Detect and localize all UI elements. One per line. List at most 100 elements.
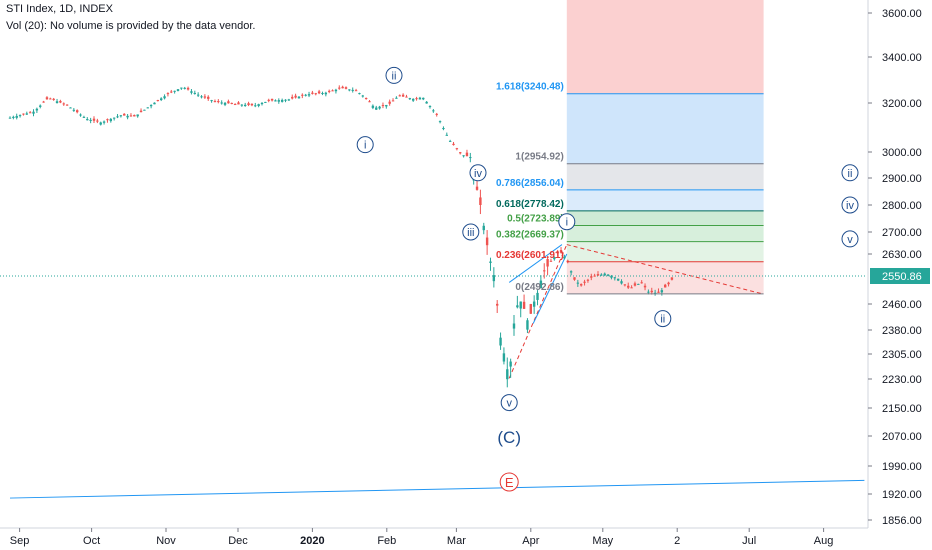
time-tick-label: May [592, 535, 613, 547]
candle-body [657, 291, 660, 293]
candle-body [569, 271, 573, 273]
candle-body [32, 111, 35, 114]
candle-body [482, 225, 485, 231]
candle-body [163, 96, 166, 99]
wave-label-text: iii [467, 227, 474, 239]
candle-body [52, 98, 55, 100]
candle-body [388, 101, 391, 104]
candle-body [667, 282, 670, 285]
wave-label: v [841, 230, 859, 248]
candle-body [459, 152, 462, 154]
fib-label: 1.618(3240.48) [496, 82, 564, 93]
candle-body [395, 97, 398, 99]
fib-label: 0(2492.86) [515, 282, 563, 293]
candle-body [553, 257, 556, 260]
fib-zone [566, 261, 764, 294]
candle-body [297, 96, 301, 99]
time-tick-label: Jul [742, 535, 756, 547]
candle-body [328, 90, 331, 92]
candle-body [42, 101, 45, 103]
wave-label-circle [385, 66, 403, 84]
fib-label: 0.786(2856.04) [496, 178, 564, 189]
candle-body [196, 94, 200, 96]
wave-label: ii [841, 164, 859, 182]
candle-body [475, 186, 479, 190]
candle-body [76, 110, 79, 113]
candle-body [59, 100, 62, 103]
candle-body [606, 274, 610, 276]
volume-note: Vol (20): No volume is provided by the d… [6, 20, 256, 32]
price-tick-label: 2380.00 [882, 325, 922, 337]
wave-label: iii [462, 223, 480, 241]
candle-body [492, 275, 496, 282]
time-tick-label: Apr [522, 535, 539, 547]
candle-body [240, 104, 244, 106]
candle-body [136, 114, 139, 117]
candle-body [72, 109, 76, 111]
candle-body [223, 102, 227, 105]
candle-body [247, 103, 250, 106]
candle-body [280, 99, 284, 102]
price-tick-label: 2305.00 [882, 349, 922, 361]
trendline [532, 253, 568, 324]
candle-body [28, 112, 32, 114]
candle-body [401, 94, 405, 97]
candle-body [452, 143, 455, 146]
candle-body [301, 94, 304, 96]
candle-body [543, 270, 546, 272]
candle-body [237, 102, 240, 105]
candle-body [338, 87, 341, 89]
candle-body [586, 279, 590, 281]
trendline [9, 479, 865, 499]
candle-body [96, 120, 99, 122]
candle-body [412, 98, 415, 101]
candle-body [596, 274, 600, 276]
candle-body [559, 250, 563, 253]
price-tick-label: 2550.86 [882, 271, 922, 283]
candle-body [233, 104, 237, 106]
last-price-badge [870, 268, 930, 284]
candle-body [39, 105, 42, 107]
trendline [508, 244, 563, 283]
fib-label: 0.382(2669.37) [496, 230, 564, 241]
candle-body [304, 94, 307, 96]
candle-body [203, 96, 207, 98]
candle-body [633, 283, 637, 286]
candle-body [361, 95, 364, 97]
wave-label: iv [841, 196, 859, 214]
candle-body [583, 281, 586, 283]
candle-body [358, 93, 361, 95]
candle-body [485, 237, 489, 246]
wave-label-circle [356, 136, 374, 154]
candle-body [109, 118, 112, 122]
candle-body [129, 115, 133, 117]
wave-degree-text: E [505, 475, 514, 490]
candle-body [623, 284, 627, 286]
candle-body [442, 127, 445, 130]
price-tick-label: 2070.00 [882, 431, 922, 443]
candle-body [647, 291, 650, 293]
candle-body [244, 104, 247, 107]
candle-body [432, 110, 435, 112]
candle-body [341, 86, 344, 89]
candle-body [539, 280, 543, 289]
fib-levels: 1.618(3240.48) 1(2954.92) 0.786(2856.04) 0.… [496, 82, 764, 295]
candle-body [593, 275, 596, 277]
candle-body [418, 97, 422, 100]
candle-body [368, 101, 371, 103]
wave-label-circle [841, 230, 859, 248]
price-tick-label: 3000.00 [882, 147, 922, 159]
candle-body [415, 98, 418, 100]
price-tick-label: 2900.00 [882, 173, 922, 185]
candle-body [153, 102, 156, 105]
candle-body [8, 117, 12, 119]
time-tick-label: Feb [377, 535, 396, 547]
candle-body [653, 292, 657, 294]
candle-body [580, 284, 583, 286]
price-axis: 1856.00 1920.00 1990.00 2070.00 2150.00 2230.… [866, 0, 932, 550]
candle-body [160, 98, 163, 101]
candle-body [354, 90, 358, 92]
time-tick-label: Sep [10, 535, 30, 547]
candle-body [190, 91, 193, 93]
